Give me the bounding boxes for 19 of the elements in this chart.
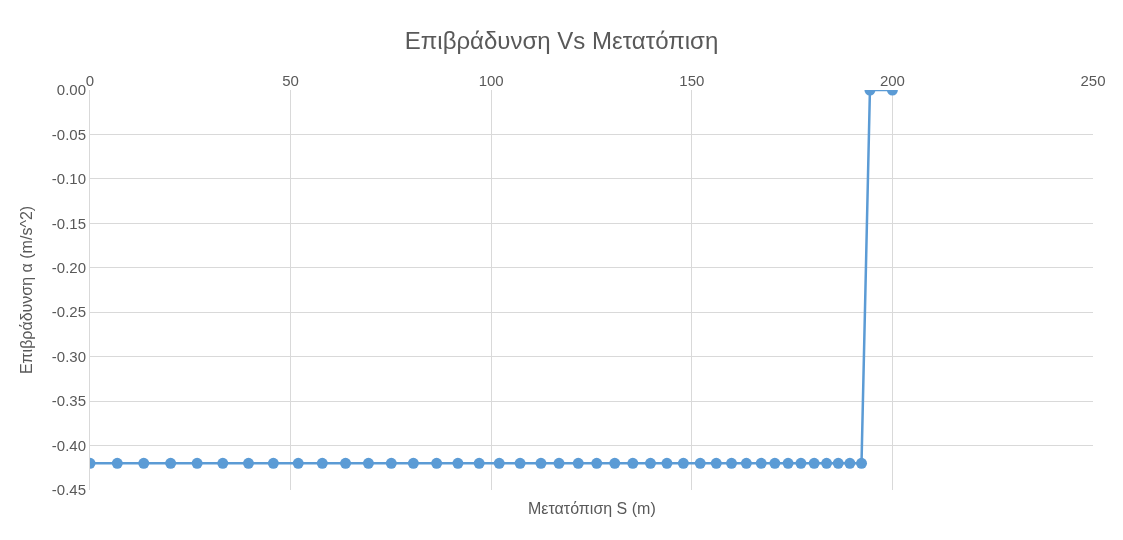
x-tick-label: 200 (879, 72, 905, 89)
x-tick-label: 150 (679, 72, 705, 89)
y-tick-label: -0.20 (51, 259, 86, 277)
y-tick-label: -0.45 (51, 481, 86, 499)
y-tick-label: -0.35 (51, 392, 86, 410)
y-tick-label: -0.05 (51, 125, 86, 143)
y-tick-label: -0.10 (51, 170, 86, 188)
x-tick-label: 0 (85, 72, 95, 89)
x-tick-label: 100 (478, 72, 504, 89)
chart-title: Επιβράδυνση Vs Μετατόπιση (404, 27, 719, 55)
y-tick-label: -0.40 (51, 436, 86, 454)
y-tick-label: 0.00 (56, 81, 86, 99)
x-tick-label: 250 (1080, 72, 1106, 89)
y-tick-label: -0.15 (51, 214, 86, 232)
x-tick-label: 50 (282, 72, 299, 89)
y-tick-label: -0.30 (51, 347, 86, 365)
x-axis-title: Μετατόπιση S (m) (528, 500, 656, 517)
y-axis-title: Επιβράδυνση α (m/s^2) (17, 205, 35, 375)
y-tick-label: -0.25 (51, 303, 86, 321)
